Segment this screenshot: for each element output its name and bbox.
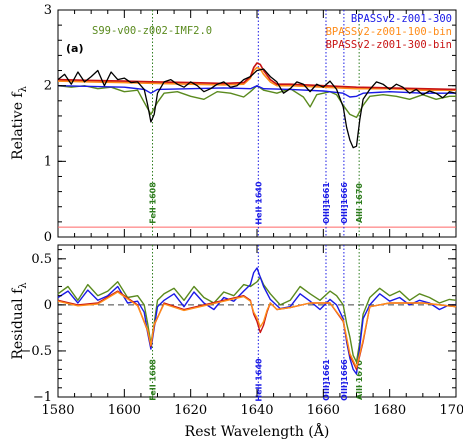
marker-label-bottom: HeII 1640 bbox=[254, 358, 263, 402]
x-tick-label: 1600 bbox=[108, 403, 141, 418]
y-tick-label: 0 bbox=[44, 230, 52, 245]
x-tick-label: 1640 bbox=[240, 403, 273, 418]
x-tick-label: 1620 bbox=[174, 403, 207, 418]
marker-label-top: HeII 1640 bbox=[254, 181, 263, 225]
bottom-line-markers: FeII 1608 HeII 1640 OIII]1661 OIII]1666 AlII… bbox=[149, 245, 364, 402]
legend-bpass-300: BPASSv2-z001-300 bbox=[351, 13, 452, 25]
x-axis-tick-labels: 1580 1600 1620 1640 1660 1680 1700 bbox=[41, 10, 463, 418]
y-tick-label: 0 bbox=[44, 298, 52, 313]
top-ylabel: Relative fλ bbox=[10, 85, 29, 160]
x-tick-label: 1680 bbox=[373, 403, 406, 418]
y-tick-label: 1 bbox=[44, 154, 52, 169]
series-line-top bbox=[57, 84, 456, 98]
bottom-ylabel-main: Residual f bbox=[10, 287, 26, 360]
bottom-axis-ticks: −1 −0.5 0 0.5 bbox=[20, 249, 456, 405]
y-tick-label: 3 bbox=[44, 3, 52, 18]
observed-spectrum-line bbox=[57, 68, 457, 149]
bottom-series-layer bbox=[57, 267, 457, 375]
y-tick-label: −1 bbox=[33, 390, 52, 405]
top-line-markers: FeII 1608 HeII 1640 OIII]1661 OIII]1666 AlII… bbox=[149, 10, 364, 237]
x-tick-label: 1660 bbox=[307, 403, 340, 418]
legend-bpass-300-bin: BPASSv2-z001-300-bin bbox=[326, 39, 452, 51]
x-tick-label: 1700 bbox=[439, 403, 463, 418]
top-series-layer bbox=[57, 62, 457, 149]
top-panel: FeII 1608 HeII 1640 OIII]1661 OIII]1666 AlII… bbox=[10, 3, 457, 245]
marker-label-bottom: FeII 1608 bbox=[149, 359, 158, 401]
residual-line bbox=[57, 291, 457, 369]
marker-label-top: FeII 1608 bbox=[149, 182, 158, 224]
top-ylabel-sub: λ bbox=[18, 85, 29, 92]
legend-s99: S99-v00-z002-IMF2.0 bbox=[92, 25, 212, 37]
bottom-ylabel: Residual fλ bbox=[10, 282, 29, 360]
x-tick-label: 1580 bbox=[41, 403, 74, 418]
panel-label: (a) bbox=[66, 42, 83, 55]
bottom-ylabel-sub: λ bbox=[18, 282, 29, 289]
series-line-top bbox=[57, 62, 457, 91]
marker-label-bottom: OIII]1666 bbox=[340, 359, 349, 401]
residual-line bbox=[57, 267, 456, 375]
marker-label-top: AlII 1670 bbox=[355, 183, 364, 223]
marker-label-bottom: AlII 1670 bbox=[355, 360, 364, 400]
x-axis-label: Rest Wavelength (Å) bbox=[185, 422, 330, 440]
legend-bpass-100-bin: BPASSv2-z001-100-bin bbox=[326, 26, 452, 38]
series-line-top bbox=[57, 84, 456, 119]
marker-label-top: OIII]1661 bbox=[322, 182, 331, 224]
y-tick-label: 0.5 bbox=[31, 252, 52, 267]
y-tick-label: −0.5 bbox=[20, 344, 52, 359]
marker-label-bottom: OIII]1661 bbox=[322, 359, 331, 401]
top-ylabel-main: Relative f bbox=[10, 91, 26, 160]
y-tick-label: 2 bbox=[44, 79, 52, 94]
marker-label-top: OIII]1666 bbox=[340, 182, 349, 224]
bottom-panel: FeII 1608 HeII 1640 OIII]1661 OIII]1666 AlII… bbox=[10, 244, 457, 405]
top-axis-ticks: 0 1 2 3 bbox=[44, 3, 456, 245]
